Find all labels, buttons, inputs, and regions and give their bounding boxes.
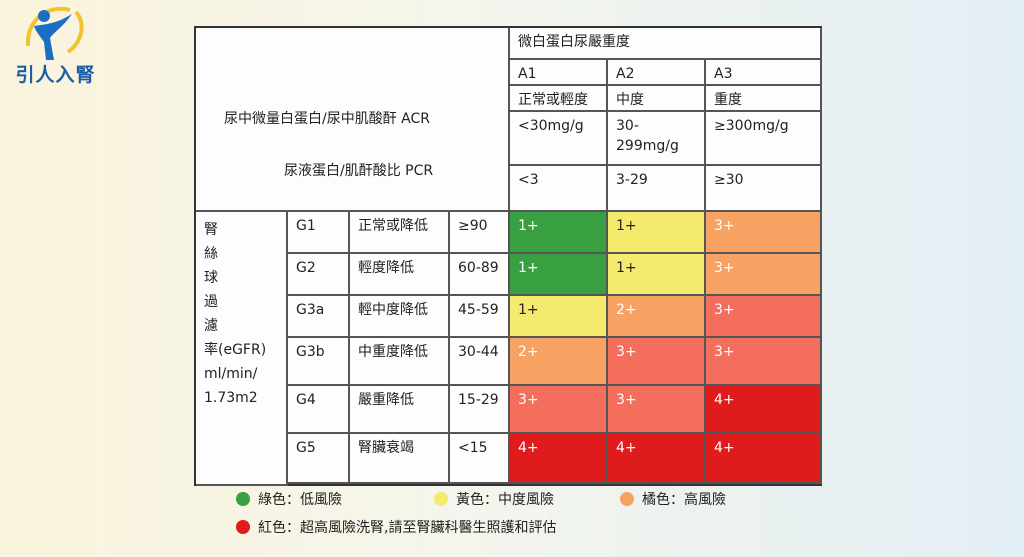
a3-pcr: ≥30 (706, 166, 822, 212)
pcr-label: 尿液蛋白/肌酐酸比 PCR (284, 163, 434, 179)
legend-item: 橘色：高風險 (620, 489, 726, 509)
risk-cell: 4+ (608, 434, 706, 484)
egfr-label-line: ml/min/ (204, 366, 258, 382)
color-dot-icon (434, 492, 448, 506)
stage-desc: 中重度降低 (350, 338, 450, 386)
risk-cell: 1+ (608, 212, 706, 254)
egfr-label-line: 腎 (204, 222, 218, 238)
ckd-risk-table: 尿中微量白蛋白/尿中肌酸酐 ACR 尿液蛋白/肌酐酸比 PCR 微白蛋白尿嚴重度… (194, 26, 822, 486)
legend-text: 綠色：低風險 (258, 492, 342, 508)
stage-desc: 輕度降低 (350, 254, 450, 296)
risk-cell: 3+ (608, 338, 706, 386)
person-arch-icon (25, 6, 84, 60)
stage-g2: G2 (288, 254, 350, 296)
a3-acr: ≥300mg/g (706, 112, 822, 166)
a2-acr: 30- 299mg/g (608, 112, 706, 166)
egfr-range: 15-29 (450, 386, 510, 434)
risk-cell: 2+ (510, 338, 608, 386)
a3-desc: 重度 (706, 86, 822, 112)
color-dot-icon (236, 520, 250, 534)
risk-cell: 3+ (608, 386, 706, 434)
ratio-label-cell (196, 28, 510, 212)
a2-pcr: 3-29 (608, 166, 706, 212)
egfr-range: ≥90 (450, 212, 510, 254)
stage-desc: 正常或降低 (350, 212, 450, 254)
risk-cell: 3+ (706, 296, 822, 338)
legend-text: 紅色：超高風險洗腎,請至腎臟科醫生照護和評估 (258, 520, 557, 536)
brand-name: 引人入腎 (15, 64, 96, 86)
legend-item: 紅色：超高風險洗腎,請至腎臟科醫生照護和評估 (236, 517, 556, 537)
egfr-label-line: 濾 (204, 318, 218, 334)
brand-logo: 引人入腎 (8, 2, 103, 86)
a3-code: A3 (706, 60, 822, 86)
a1-acr: <30mg/g (510, 112, 608, 166)
risk-cell: 4+ (510, 434, 608, 484)
risk-cell: 1+ (608, 254, 706, 296)
risk-cell: 1+ (510, 296, 608, 338)
stage-g4: G4 (288, 386, 350, 434)
egfr-label-line: 過 (204, 294, 218, 310)
color-dot-icon (236, 492, 250, 506)
stage-desc: 輕中度降低 (350, 296, 450, 338)
color-dot-icon (620, 492, 634, 506)
legend-item: 綠色：低風險 (236, 489, 342, 509)
albuminuria-header: 微白蛋白尿嚴重度 (510, 28, 822, 60)
egfr-label-line: 絲 (204, 246, 218, 262)
stage-desc: 嚴重降低 (350, 386, 450, 434)
egfr-label: 腎絲球過濾率(eGFR) ml/min/1.73m2 (196, 212, 288, 486)
risk-cell: 4+ (706, 434, 822, 484)
stage-g3a: G3a (288, 296, 350, 338)
egfr-label-line: 1.73m2 (204, 390, 258, 406)
egfr-label-line: 球 (204, 270, 218, 286)
legend-text: 黃色：中度風險 (456, 492, 554, 508)
risk-cell: 3+ (510, 386, 608, 434)
risk-cell: 2+ (608, 296, 706, 338)
acr-label: 尿中微量白蛋白/尿中肌酸酐 ACR (224, 111, 431, 127)
a1-desc: 正常或輕度 (510, 86, 608, 112)
risk-cell: 1+ (510, 254, 608, 296)
egfr-range: 60-89 (450, 254, 510, 296)
egfr-range: 30-44 (450, 338, 510, 386)
a2-code: A2 (608, 60, 706, 86)
stage-desc: 腎臟衰竭 (350, 434, 450, 484)
risk-cell: 3+ (706, 338, 822, 386)
risk-cell: 4+ (706, 386, 822, 434)
stage-g1: G1 (288, 212, 350, 254)
legend-item: 黃色：中度風險 (434, 489, 554, 509)
egfr-label-line: 率(eGFR) (204, 342, 267, 358)
a1-pcr: <3 (510, 166, 608, 212)
risk-cell: 1+ (510, 212, 608, 254)
egfr-range: <15 (450, 434, 510, 484)
risk-cell: 3+ (706, 254, 822, 296)
stage-g3b: G3b (288, 338, 350, 386)
a2-desc: 中度 (608, 86, 706, 112)
legend-text: 橘色：高風險 (642, 492, 726, 508)
risk-cell: 3+ (706, 212, 822, 254)
stage-g5: G5 (288, 434, 350, 484)
a1-code: A1 (510, 60, 608, 86)
egfr-range: 45-59 (450, 296, 510, 338)
